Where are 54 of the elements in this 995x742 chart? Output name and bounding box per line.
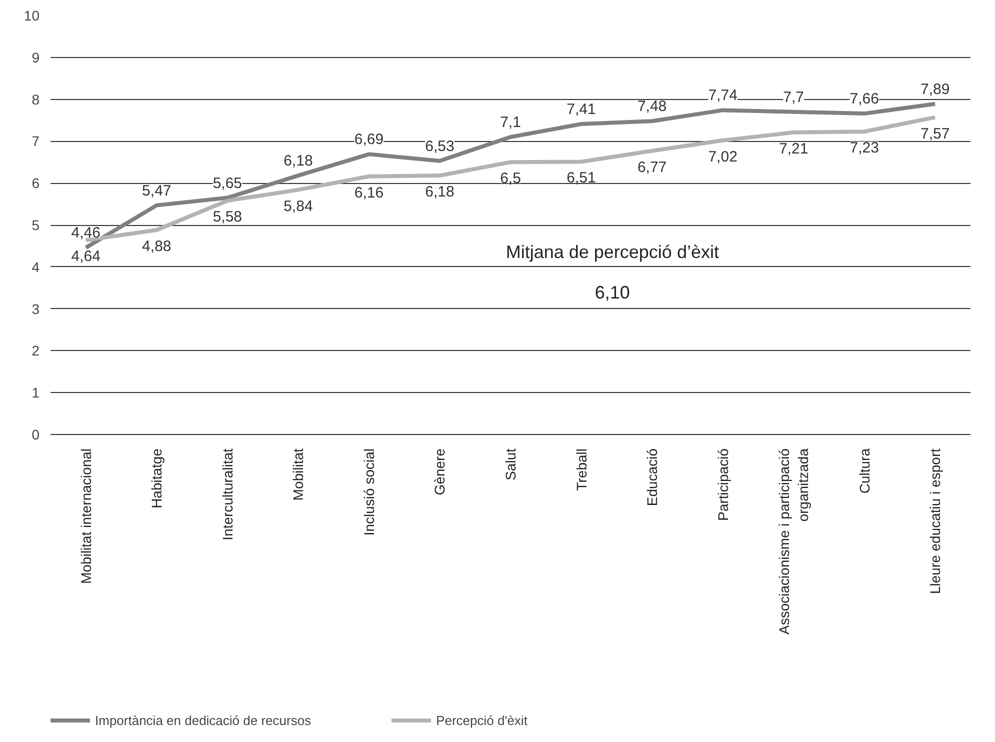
data-label: 7,23 bbox=[850, 140, 879, 157]
x-tick-label: Salut bbox=[502, 448, 518, 480]
annotation: Mitjana de percepció d’èxit bbox=[506, 242, 719, 262]
y-tick-label: 6 bbox=[32, 175, 40, 192]
data-label: 7,57 bbox=[920, 125, 950, 142]
data-label: 6,18 bbox=[425, 184, 454, 201]
data-label: 4,46 bbox=[71, 224, 100, 242]
y-tick-label: 2 bbox=[32, 342, 40, 359]
data-label: 7,02 bbox=[708, 148, 738, 166]
data-label: 7,1 bbox=[500, 114, 521, 132]
y-tick-label: 9 bbox=[32, 49, 40, 66]
data-label: 5,47 bbox=[142, 182, 172, 200]
y-tick-label: 1 bbox=[32, 384, 40, 401]
x-tick-label: Cultura bbox=[856, 448, 872, 494]
x-tick-label: Habitatge bbox=[148, 448, 165, 508]
legend-label: Percepció d'èxit bbox=[436, 712, 528, 728]
annotation: 6,10 bbox=[594, 282, 630, 303]
data-label: 6,77 bbox=[637, 158, 667, 176]
legend-label: Importància en dedicació de recursos bbox=[95, 712, 312, 728]
data-label: 4,88 bbox=[142, 238, 172, 256]
y-tick-label: 0 bbox=[32, 426, 40, 442]
x-tick-label: Treball bbox=[573, 448, 590, 491]
data-label: 7,74 bbox=[708, 87, 738, 104]
data-label: 7,66 bbox=[850, 90, 879, 108]
data-label: 6,18 bbox=[284, 152, 313, 170]
x-tick-label: Inclusió social bbox=[360, 448, 377, 536]
x-tick-label: Gènere bbox=[432, 448, 448, 496]
data-label: 7,21 bbox=[778, 140, 808, 158]
data-label: 7,48 bbox=[637, 98, 667, 116]
x-tick-label: Participació bbox=[714, 448, 731, 521]
y-tick-label: 3 bbox=[32, 300, 40, 317]
x-tick-label: Educació bbox=[644, 448, 660, 506]
data-label: 6,51 bbox=[566, 170, 596, 187]
y-tick-label: 5 bbox=[32, 217, 40, 233]
data-label: 6,5 bbox=[500, 170, 521, 188]
x-tick-label: Mobilitat bbox=[290, 448, 306, 501]
data-label: 5,84 bbox=[284, 198, 313, 215]
data-label: 6,53 bbox=[425, 138, 454, 155]
x-tick-label: Lleure educatiu i esport bbox=[927, 448, 944, 594]
data-label: 7,7 bbox=[783, 88, 804, 106]
x-tick-label: Associacionisme i participació organitzada bbox=[776, 448, 812, 634]
data-label: 7,89 bbox=[920, 80, 950, 98]
data-label: 4,64 bbox=[71, 248, 100, 266]
y-tick-label: 10 bbox=[24, 8, 40, 24]
x-tick-label: Interculturalitat bbox=[219, 448, 236, 540]
x-tick-label: Mobilitat internacional bbox=[78, 448, 94, 584]
data-label: 7,41 bbox=[566, 101, 596, 118]
y-tick-label: 8 bbox=[32, 91, 40, 108]
data-label: 5,65 bbox=[212, 174, 242, 192]
data-label: 6,16 bbox=[354, 184, 384, 202]
data-label: 5,58 bbox=[212, 208, 242, 226]
data-label: 6,69 bbox=[354, 131, 384, 148]
y-tick-label: 7 bbox=[32, 133, 40, 150]
y-tick-label: 4 bbox=[32, 258, 40, 275]
